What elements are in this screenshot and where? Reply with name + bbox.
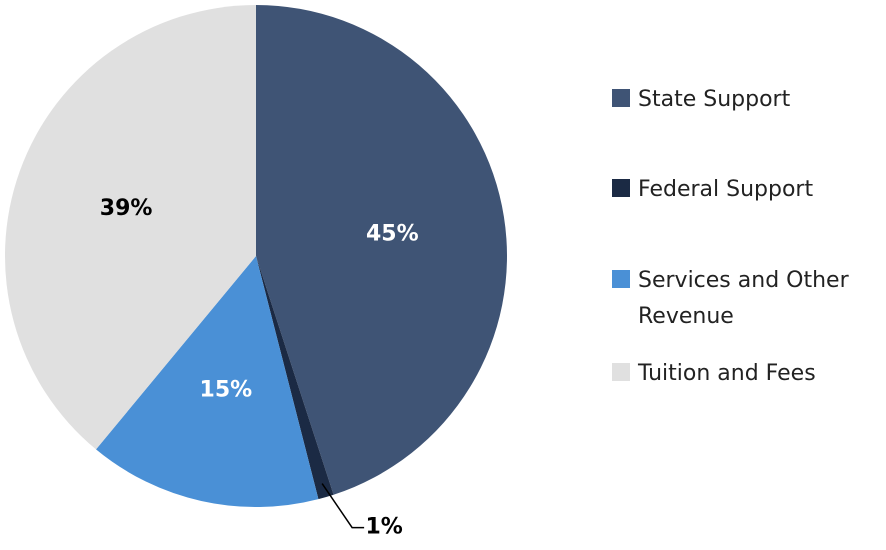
legend-label: Tuition and Fees <box>638 361 816 386</box>
legend-item: Services and Other Revenue <box>612 263 882 335</box>
data-label: 45% <box>366 221 419 246</box>
chart: 45% 1% 15% 39% <box>5 5 507 540</box>
legend-item: Tuition and Fees <box>612 356 882 392</box>
data-label: 39% <box>100 196 153 221</box>
legend-item: Federal Support <box>612 172 882 208</box>
pie-slice <box>96 256 319 507</box>
leader-line <box>321 483 365 529</box>
pie-slice <box>256 256 334 500</box>
pie-slice <box>256 5 507 495</box>
legend-swatch <box>612 363 630 381</box>
legend-swatch <box>612 179 630 197</box>
pie-slice <box>5 5 257 450</box>
legend-label: State Support <box>638 87 791 112</box>
legend-swatch <box>612 270 630 288</box>
data-label: 1% <box>365 515 402 540</box>
data-label: 15% <box>200 378 253 403</box>
legend-label: Federal Support <box>638 177 814 202</box>
legend-item: State Support <box>612 82 882 118</box>
legend-label: Services and Other Revenue <box>638 268 849 329</box>
legend-swatch <box>612 89 630 107</box>
